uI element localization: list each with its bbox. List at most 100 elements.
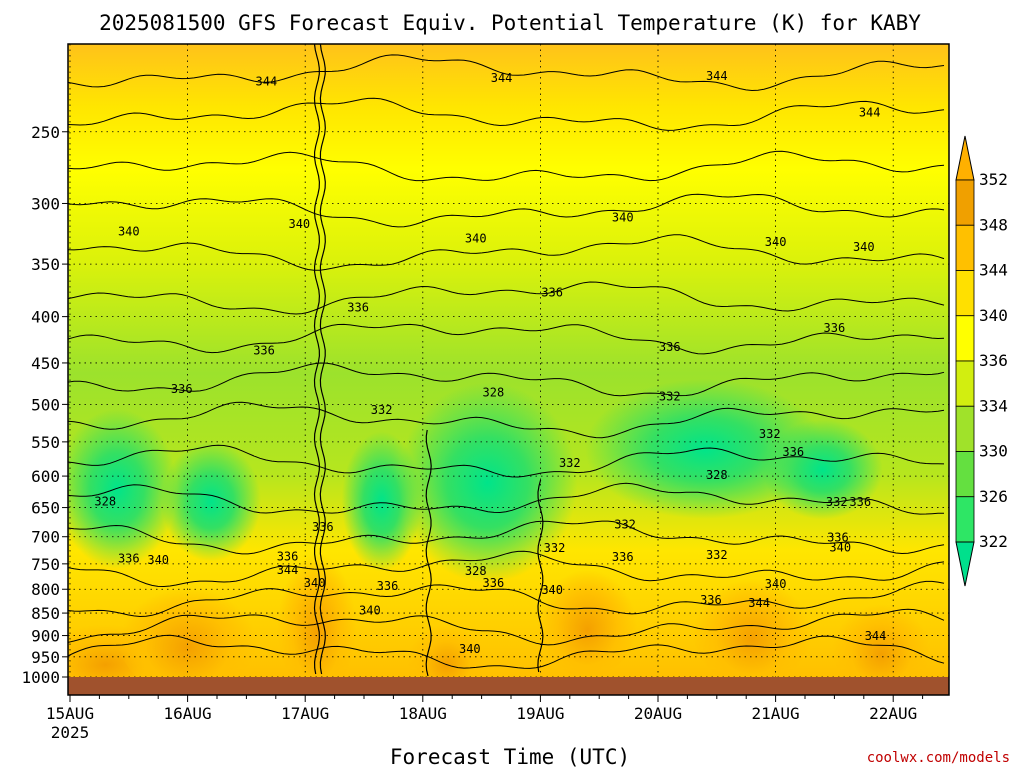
contour-label: 336 [824,321,846,335]
contour-spike [537,479,544,673]
contour-label: 336 [277,549,299,563]
contour-label: 340 [853,240,875,254]
contour-label: 336 [377,579,399,593]
colorbar-swatch [955,315,975,362]
y-tick-label: 950 [31,648,60,667]
x-tick-label: 16AUG [164,704,212,723]
contour-label: 344 [748,596,770,610]
y-tick-label: 900 [31,627,60,646]
y-tick-label: 650 [31,499,60,518]
contour-label: 328 [483,385,505,399]
plot-area [68,44,949,677]
y-tick-label: 250 [31,123,60,142]
contour-label: 336 [782,445,804,459]
contour-line [68,634,945,669]
colorbar-label: 334 [979,396,1008,415]
contour-label: 328 [94,494,116,508]
y-axis: 250 300 350 400 450 500 550 600 650 700 750 800 850 9… [21,123,68,687]
contour-line [68,193,945,228]
y-tick-label: 700 [31,528,60,547]
x-axis-title: Forecast Time (UTC) [390,745,630,768]
colorbar-label: 352 [979,170,1008,189]
moist-region [762,419,883,520]
contour-line [68,362,945,397]
contour-label: 336 [827,530,849,544]
colorbar-label: 326 [979,487,1008,506]
contour-label: 336 [312,520,334,534]
contour-label: 332 [659,389,681,403]
contour-line [68,580,945,618]
y-tick-label: 300 [31,194,60,213]
contour-spike [319,44,326,675]
moist-region [341,431,422,572]
colorbar-label: 322 [979,532,1008,551]
x-tick-label: 19AUG [516,704,564,723]
contour-label: 328 [465,564,487,578]
contour-label: 344 [859,105,881,119]
moist-region [161,441,262,562]
contour-label: 340 [465,232,487,246]
contour-label: 336 [118,552,140,566]
x-tick-label: 21AUG [752,704,800,723]
contour-label: 336 [347,301,369,315]
contour-line [68,150,945,182]
y-tick-label: 800 [31,580,60,599]
y-tick-label: 400 [31,308,60,327]
warm-region [692,566,813,677]
y-tick-label: 450 [31,354,60,373]
contour-label: 340 [765,577,787,591]
contour-label: 340 [147,553,169,567]
plot-frame [67,43,950,696]
x-axis: 15AUG 16AUG 17AUG 18AUG 19AUG 20AUG 21AUG 22AUG [46,695,924,723]
contour-line [68,482,945,515]
y-tick-label: 350 [31,255,60,274]
contour-line [68,97,945,131]
contour-label: 344 [256,74,278,88]
contour-label: 344 [277,563,299,577]
x-tick-label: 22AUG [869,704,917,723]
contour-label: 328 [706,468,728,482]
colorbar-swatch [955,270,975,317]
y-tick-label: 550 [31,433,60,452]
y-tick-label: 750 [31,555,60,574]
contour-line [68,281,945,315]
contour-line [68,608,945,646]
colorbar-swatch [955,360,975,407]
contour-line [68,54,945,92]
colorbar-label: 336 [979,351,1008,370]
colorbar-swatch [955,405,975,452]
contour-label: 344 [865,629,887,643]
ground-surface [68,677,949,695]
contour-label: 336 [659,340,681,354]
contour-label: 336 [483,576,505,590]
colorbar-bottom-arrow [955,541,975,587]
contour-label: 340 [459,642,481,656]
contour-label: 344 [491,71,513,85]
contour-label: 336 [849,495,871,509]
y-tick-label: 850 [31,604,60,623]
contour-label: 340 [288,217,310,231]
contour-label: 332 [759,427,781,441]
colorbar-label: 340 [979,306,1008,325]
x-tick-label: 15AUG [46,704,94,723]
contour-label: 340 [304,576,326,590]
warm-region [537,557,638,677]
contour-label: 332 [544,541,566,555]
credit-text: coolwx.com/models [867,750,1010,766]
contour-line [68,234,945,271]
moist-region [397,382,578,583]
y-tick-label: 600 [31,467,60,486]
colorbar-swatch [955,496,975,543]
moist-region [68,409,178,569]
contour-label: 340 [612,211,634,225]
warm-region [276,537,357,677]
contour-label: 336 [171,382,193,396]
contour-label: 336 [541,285,563,299]
colorbar-swatch [955,179,975,226]
contour-label: 340 [359,603,381,617]
warm-region [117,575,258,677]
field-features [68,378,932,677]
contour-label: 336 [612,550,634,564]
